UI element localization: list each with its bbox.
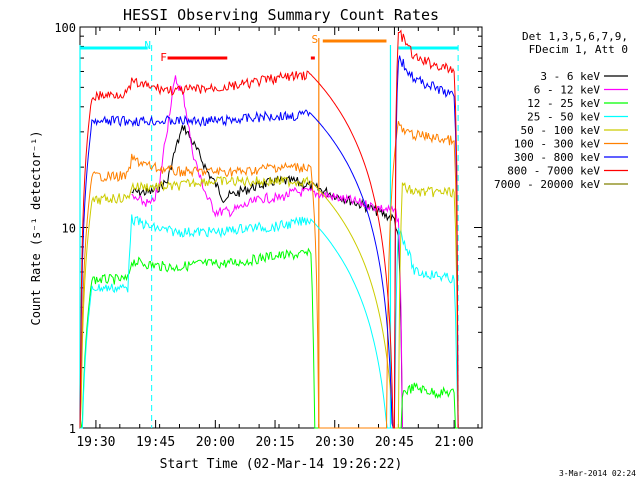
- legend-label: 100 - 300 keV: [514, 138, 600, 151]
- legend-label: 3 - 6 keV: [540, 70, 600, 83]
- x-axis-label: Start Time (02-Mar-14 19:26:22): [160, 457, 403, 472]
- series-line-5: [79, 121, 459, 429]
- legend-header-line-1: Det 1,3,5,6,7,9,: [522, 30, 628, 43]
- y-tick-label: 100: [54, 21, 76, 35]
- y-tick-label: 1: [69, 422, 76, 436]
- x-tick-label: 20:15: [255, 435, 294, 450]
- x-tick-label: 20:00: [196, 435, 235, 450]
- series-line-4: [79, 175, 459, 429]
- legend-label: 25 - 50 keV: [527, 111, 600, 124]
- y-axis-label: Count Rate (s⁻¹ detector⁻¹): [29, 130, 43, 325]
- plot-frame: [79, 26, 483, 429]
- annotation-f: F: [160, 51, 167, 64]
- legend-label: 7000 - 20000 keV: [494, 178, 600, 191]
- x-tick-label: 20:45: [375, 435, 414, 450]
- annotation-n: N: [144, 39, 151, 52]
- legend-label: 50 - 100 keV: [521, 124, 601, 137]
- x-tick-label: 20:30: [315, 435, 354, 450]
- legend-label: 300 - 800 keV: [514, 151, 600, 164]
- x-tick-label: 21:00: [435, 435, 474, 450]
- legend-label: 12 - 25 keV: [527, 97, 600, 110]
- legend-label: 800 - 7000 keV: [507, 165, 600, 178]
- annotation-s: S: [312, 33, 319, 46]
- y-tick-label: 10: [62, 222, 76, 236]
- footer-date: 3-Mar-2014 02:24: [559, 469, 636, 478]
- x-tick-label: 19:30: [76, 435, 115, 450]
- series-line-7: [79, 29, 459, 429]
- legend-header-line-2: FDecim 1, Att 0: [529, 43, 628, 56]
- series-line-1: [131, 75, 403, 429]
- chart-title: HESSI Observing Summary Count Rates: [123, 6, 439, 24]
- series-line-0: [131, 125, 403, 429]
- legend-label: 6 - 12 keV: [534, 84, 601, 97]
- x-tick-label: 19:45: [136, 435, 175, 450]
